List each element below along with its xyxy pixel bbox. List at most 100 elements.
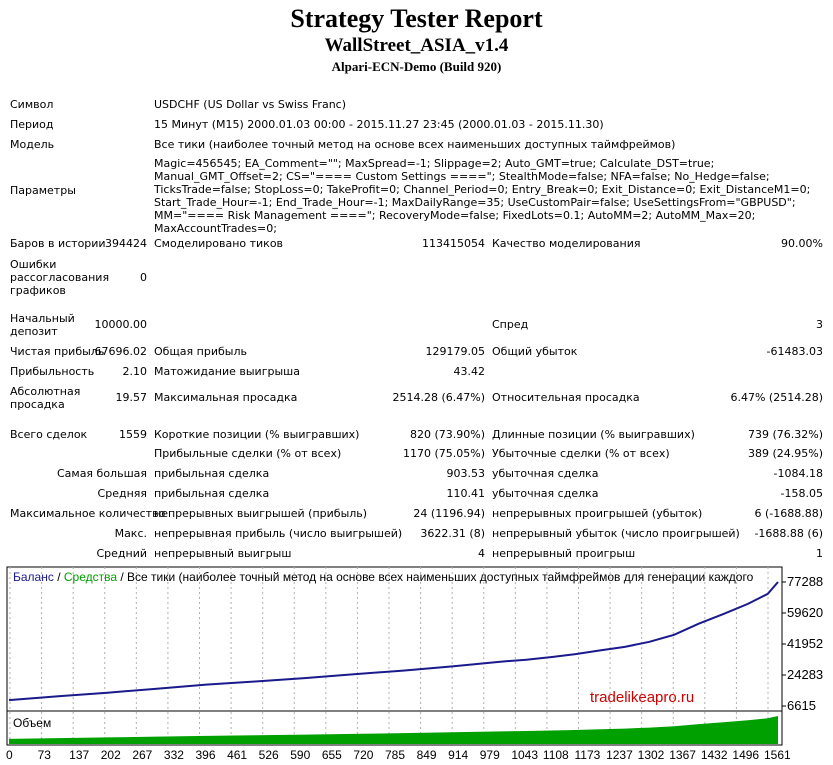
x-tick-label: 1496 (732, 748, 760, 762)
y-tick-label: 6615 (787, 698, 816, 713)
profit-trades-label: Прибыльные сделки (% от всех) (154, 447, 342, 460)
maxcons-losses-label: непрерывных проигрышей (убыток) (492, 507, 703, 520)
payoff-value: 43.42 (453, 365, 486, 378)
avgcons-wins-label: непрерывный выигрыш (154, 547, 292, 560)
max-dd-value: 2514.28 (6.47%) (392, 391, 485, 404)
x-tick-label: 720 (353, 748, 374, 762)
short-value: 820 (73.90%) (409, 428, 485, 441)
loss-trades-value: 389 (24.95%) (747, 447, 823, 460)
params-value: Magic=456545; EA_Comment=""; MaxSpread=-… (154, 157, 811, 235)
max-dd-label: Максимальная просадка (154, 391, 298, 404)
pf-value: 2.10 (122, 365, 148, 378)
report-title: Strategy Tester Report (290, 4, 543, 33)
avg-loss-label: убыточная сделка (492, 487, 599, 500)
x-tick-label: 267 (132, 748, 153, 762)
max-label: Макс. (114, 527, 147, 540)
gross-profit-label: Общая прибыль (154, 345, 247, 358)
x-tick-label: 332 (163, 748, 184, 762)
x-tick-label: 914 (448, 748, 469, 762)
chart-grid (9, 567, 786, 745)
period-label: Период (10, 118, 54, 131)
x-tick-label: 202 (100, 748, 121, 762)
trades-value: 1559 (119, 428, 147, 441)
rel-dd-value: 6.47% (2514.28) (730, 391, 823, 404)
symbol-value: USDCHF (US Dollar vs Swiss Franc) (154, 98, 347, 111)
legend-equity: Средства (63, 570, 118, 584)
deposit-label: Начальный депозит (10, 312, 75, 338)
x-tick-label: 0 (6, 748, 13, 762)
maxcount-label: Максимальное количество (10, 507, 166, 520)
mismatch-label: Ошибки рассогласования графиков (10, 258, 110, 297)
x-tick-label: 590 (290, 748, 311, 762)
x-tick-label: 73 (37, 748, 51, 762)
avg-profit-label: прибыльная сделка (154, 487, 270, 500)
avgcons-losses-value: 1 (816, 547, 823, 560)
spread-label: Спред (492, 318, 529, 331)
watermark: tradelikeapro.ru (590, 689, 695, 706)
server-name: Alpari-ECN-Demo (Build 920) (331, 59, 502, 74)
maxcons-losses-value: 6 (-1688.88) (754, 507, 823, 520)
pf-label: Прибыльность (10, 365, 95, 378)
maxcons-loss-value: -1688.88 (6) (754, 527, 823, 540)
x-tick-label: 461 (227, 748, 248, 762)
bars-value: 394424 (105, 237, 147, 250)
y-tick-label: 24283 (787, 667, 824, 682)
rel-dd-label: Относительная просадка (492, 391, 640, 404)
maxcons-wins-label: непрерывных выигрышей (прибыль) (154, 507, 368, 520)
long-value: 739 (76.32%) (747, 428, 823, 441)
avg-profit-value: 110.41 (446, 487, 486, 500)
model-label: Модель (10, 138, 55, 151)
chart-frame (6, 566, 783, 746)
maxcons-profit-value: 3622.31 (8) (420, 527, 485, 540)
abs-dd-value: 19.57 (115, 391, 148, 404)
x-tick-label: 1367 (669, 748, 696, 762)
spread-value: 3 (816, 318, 823, 331)
x-tick-label: 1432 (700, 748, 728, 762)
x-tick-label: 849 (416, 748, 437, 762)
gross-profit-value: 129179.05 (425, 345, 486, 358)
gross-loss-value: -61483.03 (766, 345, 823, 358)
largest-loss-value: -1084.18 (773, 467, 823, 480)
mismatch-value: 0 (140, 271, 147, 284)
ticks-value: 113415054 (422, 237, 485, 250)
volume-bars (9, 716, 778, 744)
chart-legend: Баланс / Средства / Все тики (наиболее т… (13, 570, 779, 584)
bars-label: Баров в истории (10, 237, 106, 250)
y-tick-label: 59620 (787, 604, 824, 620)
x-tick-label: 396 (195, 748, 216, 762)
avgcons-losses-label: непрерывный проигрыш (492, 547, 636, 560)
x-tick-label: 1173 (574, 748, 601, 762)
x-tick-label: 1108 (542, 748, 569, 762)
gross-loss-label: Общий убыток (492, 345, 578, 358)
x-tick-label: 137 (69, 748, 90, 762)
largest-profit-label: прибыльная сделка (154, 467, 270, 480)
x-tick-label: 655 (321, 748, 342, 762)
x-tick-label: 1561 (764, 748, 791, 762)
payoff-label: Матожидание выигрыша (154, 365, 300, 378)
largest-profit-value: 903.53 (446, 467, 486, 480)
legend-separator: / (53, 570, 64, 584)
x-tick-label: 1302 (637, 748, 665, 762)
x-tick-label: 785 (385, 748, 406, 762)
x-tick-label: 1237 (606, 748, 633, 762)
y-tick-label: 41952 (787, 635, 824, 651)
abs-dd-label: Абсолютная просадка (10, 385, 81, 411)
profit-trades-value: 1170 (75.05%) (402, 447, 485, 460)
net-label: Чистая прибыль (10, 345, 105, 358)
model-value: Все тики (наиболее точный метод на основ… (154, 138, 676, 151)
y-tick-label: 77288 (787, 574, 824, 589)
period-value: 15 Минут (M15) 2000.01.03 00:00 - 2015.1… (154, 118, 604, 131)
largest-loss-label: убыточная сделка (492, 467, 599, 480)
ticks-label: Смоделировано тиков (154, 237, 284, 250)
long-label: Длинные позиции (% выигравших) (492, 428, 695, 441)
avg-loss-value: -158.05 (780, 487, 823, 500)
x-tick-label: 526 (258, 748, 279, 762)
x-tick-label: 1043 (511, 748, 539, 762)
maxcons-loss-label: непрерывный убыток (число проигрышей) (492, 527, 740, 540)
avg-label: Средняя (97, 487, 147, 500)
short-label: Короткие позиции (% выигравших) (154, 428, 360, 441)
balance-line (8, 581, 779, 702)
largest-label: Самая большая (56, 467, 147, 480)
avgcons-label: Средний (96, 547, 147, 560)
loss-trades-label: Убыточные сделки (% от всех) (492, 447, 670, 460)
